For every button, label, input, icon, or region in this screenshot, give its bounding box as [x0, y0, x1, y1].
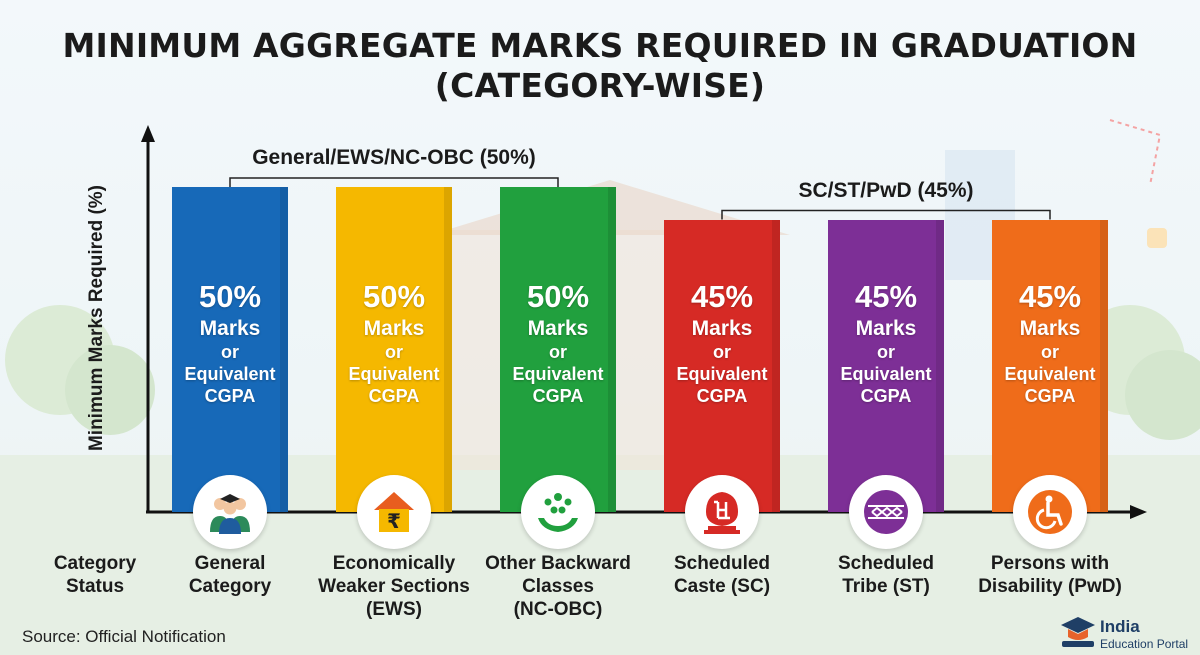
category-label-line: Economically — [332, 553, 456, 574]
bar-caption-line: Equivalent — [512, 364, 604, 384]
category-label-line: Disability (PwD) — [978, 576, 1122, 597]
bar-caption-line: or — [221, 342, 239, 362]
bar-2 — [336, 187, 452, 512]
category-label-3: Other Backward Classes (NC-OBC) — [468, 552, 648, 621]
bar-4 — [664, 219, 780, 512]
bar-caption-line: or — [385, 342, 403, 362]
bar-label-6: 45% Marks or Equivalent CGPA — [992, 277, 1108, 407]
group-bracket-2 — [721, 209, 1051, 220]
group-bracket-1 — [229, 177, 559, 187]
bar-caption-line: CGPA — [1024, 386, 1076, 406]
chart-title: MINIMUM AGGREGATE MARKS REQUIRED IN GRAD… — [0, 26, 1200, 106]
bar-caption-line: Equivalent — [348, 364, 440, 384]
category-label-5: Scheduled Tribe (ST) — [796, 552, 976, 598]
category-label-1: General Category — [140, 552, 320, 598]
bar-value-label: 45% — [1018, 279, 1082, 314]
x-axis-label: Category Status — [30, 552, 160, 598]
category-label-line: (EWS) — [366, 599, 422, 620]
bar-caption-line: Marks — [363, 317, 425, 340]
graduates-icon — [193, 475, 267, 549]
bar-caption-line: CGPA — [204, 386, 256, 406]
category-label-line: General — [194, 553, 266, 574]
category-label-line: Category — [188, 576, 272, 597]
bar-caption-line: Equivalent — [840, 364, 932, 384]
group-label-2: SC/ST/PwD (45%) — [798, 178, 974, 202]
category-label-line: Caste (SC) — [673, 576, 771, 597]
bar-caption-line: Equivalent — [676, 364, 768, 384]
bar-value-label: 45% — [854, 279, 918, 314]
bar-6 — [992, 219, 1108, 512]
bar-value-label: 50% — [362, 279, 426, 314]
bar-caption-line: or — [549, 342, 567, 362]
bar-caption-line: CGPA — [532, 386, 584, 406]
chart-title-line-2: (CATEGORY-WISE) — [434, 66, 766, 105]
bar-caption-line: CGPA — [696, 386, 748, 406]
category-label-line: Weaker Sections — [318, 576, 470, 597]
category-label-2: Economically Weaker Sections (EWS) — [304, 552, 484, 621]
category-label-line: Persons with — [990, 553, 1110, 574]
bar-caption-line: Marks — [691, 317, 753, 340]
category-label-4: Scheduled Caste (SC) — [632, 552, 812, 598]
bar-caption-line: CGPA — [368, 386, 420, 406]
bar-5 — [828, 219, 944, 512]
bar-value-label: 50% — [198, 279, 262, 314]
bar-caption-line: Equivalent — [1004, 364, 1096, 384]
x-axis-label-line-2: Status — [65, 576, 125, 597]
bar-caption-line: Marks — [1019, 317, 1081, 340]
brand-name: India — [1100, 617, 1140, 636]
category-label-line: Scheduled — [837, 553, 935, 574]
bar-label-1: 50% Marks or Equivalent CGPA — [172, 277, 288, 407]
chart-title-line-1: MINIMUM AGGREGATE MARKS REQUIRED IN GRAD… — [62, 26, 1138, 65]
group-label-1: General/EWS/NC-OBC (50%) — [252, 146, 536, 169]
graduation-cap-book-icon — [1061, 617, 1095, 647]
bar-caption-line: Marks — [855, 317, 917, 340]
bar-value-label: 45% — [690, 279, 754, 314]
brand-tagline: Education Portal — [1100, 637, 1189, 651]
category-label-line: (NC-OBC) — [513, 599, 603, 620]
y-axis-arrow — [141, 125, 155, 142]
house-rupee-icon: ₹ — [357, 475, 431, 549]
community-hands-icon — [521, 475, 595, 549]
category-label-line: Classes — [522, 576, 594, 597]
bar-caption-line: or — [1041, 342, 1059, 362]
bar-3 — [500, 187, 616, 512]
bar-caption-line: Marks — [527, 317, 589, 340]
source-note: Source: Official Notification — [22, 627, 226, 646]
brand-logo: India Education Portal — [1060, 615, 1188, 654]
bar-label-3: 50% Marks or Equivalent CGPA — [500, 277, 616, 407]
bar-caption-line: Marks — [199, 317, 261, 340]
y-axis-label: Minimum Marks Required (%) — [86, 184, 107, 452]
svg-text:₹: ₹ — [387, 509, 401, 533]
swastika-emblem-icon — [685, 475, 759, 549]
category-label-line: Tribe (ST) — [842, 576, 930, 597]
category-label-line: Other Backward — [485, 553, 631, 574]
bar-caption-line: Equivalent — [184, 364, 276, 384]
bar-caption-line: CGPA — [860, 386, 912, 406]
bar-label-2: 50% Marks or Equivalent CGPA — [336, 277, 452, 407]
tribal-pattern-icon — [849, 475, 923, 549]
wheelchair-icon — [1013, 475, 1087, 549]
bar-1 — [172, 187, 288, 512]
bar-caption-line: or — [713, 342, 731, 362]
bar-label-5: 45% Marks or Equivalent CGPA — [828, 277, 944, 407]
x-axis-arrow — [1130, 505, 1147, 519]
category-label-line: Scheduled — [673, 553, 771, 574]
x-axis-label-line-1: Category — [53, 553, 137, 574]
bar-label-4: 45% Marks or Equivalent CGPA — [664, 277, 780, 407]
bar-caption-line: or — [877, 342, 895, 362]
bar-value-label: 50% — [526, 279, 590, 314]
category-label-6: Persons with Disability (PwD) — [960, 552, 1140, 598]
